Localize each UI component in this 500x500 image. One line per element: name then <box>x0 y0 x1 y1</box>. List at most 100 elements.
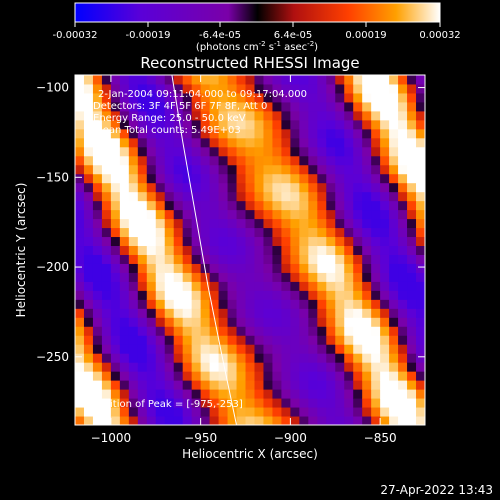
heatmap-cell <box>75 245 85 255</box>
heatmap-cell <box>407 191 417 202</box>
heatmap-cell <box>155 137 166 148</box>
heatmap-cell <box>146 371 157 381</box>
heatmap-cell <box>353 209 363 220</box>
heatmap-cell <box>389 263 399 273</box>
heatmap-cell <box>173 92 184 103</box>
heatmap-cell <box>380 155 390 166</box>
heatmap-cell <box>75 326 85 336</box>
heatmap-cell <box>182 101 193 112</box>
heatmap-cell <box>416 236 425 247</box>
heatmap-cell <box>371 227 381 238</box>
heatmap-cell <box>236 191 247 202</box>
heatmap-cell <box>380 254 390 264</box>
heatmap-cell <box>335 335 345 345</box>
heatmap-cell <box>317 407 327 417</box>
heatmap-cell <box>371 272 381 282</box>
heatmap-cell <box>191 353 202 363</box>
heatmap-cell <box>155 92 166 103</box>
heatmap-cell <box>128 209 139 220</box>
heatmap-cell <box>200 245 211 255</box>
heatmap-cell <box>137 245 148 255</box>
heatmap-cell <box>200 146 211 157</box>
heatmap-cell <box>290 92 300 103</box>
heatmap-cell <box>119 245 130 255</box>
heatmap-cell <box>290 110 300 121</box>
heatmap-cell <box>371 83 381 94</box>
heatmap-cell <box>290 353 300 363</box>
heatmap-cell <box>236 155 247 166</box>
heatmap-cell <box>398 164 408 175</box>
heatmap-cell <box>164 155 175 166</box>
heatmap-cell <box>254 299 264 309</box>
heatmap-cell <box>227 371 238 381</box>
heatmap-cell <box>263 110 273 121</box>
heatmap-cell <box>119 299 130 309</box>
heatmap-cell <box>173 371 184 381</box>
heatmap-cell <box>209 272 220 282</box>
heatmap-cell <box>75 290 85 300</box>
heatmap-cell <box>245 308 255 318</box>
heatmap-cell <box>119 353 130 363</box>
heatmap-cell <box>254 353 264 363</box>
heatmap-cell <box>398 290 408 300</box>
heatmap-cell <box>75 137 85 148</box>
heatmap-cell <box>362 218 372 229</box>
heatmap-cell <box>236 299 247 309</box>
heatmap-cell <box>407 227 417 238</box>
heatmap-cell <box>254 200 264 211</box>
heatmap-cell <box>209 344 220 354</box>
heatmap-cell <box>281 101 291 112</box>
heatmap-cell <box>164 407 175 417</box>
heatmap-cell <box>164 200 175 211</box>
heatmap-cell <box>236 281 247 291</box>
heatmap-cell <box>218 416 229 425</box>
heatmap-cell <box>182 146 193 157</box>
heatmap-cell <box>128 389 139 399</box>
heatmap-cell <box>398 326 408 336</box>
heatmap-cell <box>290 236 300 247</box>
heatmap-cell <box>173 227 184 238</box>
heatmap-cell <box>281 119 291 130</box>
heatmap-cell <box>407 371 417 381</box>
heatmap-cell <box>290 254 300 264</box>
heatmap-cell <box>182 290 193 300</box>
heatmap-cell <box>335 218 345 229</box>
heatmap-cell <box>146 137 157 148</box>
heatmap-cell <box>389 326 399 336</box>
heatmap-cell <box>200 92 211 103</box>
heatmap-cell <box>272 146 282 157</box>
heatmap-cell <box>371 281 381 291</box>
heatmap-cell <box>218 182 229 193</box>
heatmap-cell <box>173 344 184 354</box>
heatmap-cell <box>182 326 193 336</box>
heatmap-cell <box>335 83 345 94</box>
heatmap-cell <box>371 344 381 354</box>
heatmap-cell <box>362 128 372 139</box>
heatmap-cell <box>191 326 202 336</box>
heatmap-cell <box>290 380 300 390</box>
heatmap-cell <box>236 128 247 139</box>
heatmap-cell <box>263 362 273 372</box>
heatmap-cell <box>101 326 112 336</box>
heatmap-cell <box>164 92 175 103</box>
heatmap-cell <box>209 92 220 103</box>
heatmap-cell <box>75 317 85 327</box>
heatmap-cell <box>317 317 327 327</box>
heatmap-cell <box>137 101 148 112</box>
heatmap-cell <box>245 326 255 336</box>
heatmap-cell <box>263 380 273 390</box>
heatmap-cell <box>254 155 264 166</box>
heatmap-cell <box>92 209 103 220</box>
heatmap-cell <box>200 173 211 184</box>
heatmap-cell <box>146 182 157 193</box>
heatmap-cell <box>326 245 336 255</box>
heatmap-cell <box>92 173 103 184</box>
heatmap-cell <box>200 119 211 130</box>
heatmap-cell <box>101 281 112 291</box>
heatmap-cell <box>101 173 112 184</box>
heatmap-cell <box>326 254 336 264</box>
colorbar-tick-label: -0.00019 <box>126 30 171 41</box>
heatmap-cell <box>83 317 94 327</box>
heatmap-cell <box>263 119 273 130</box>
heatmap-cell <box>407 164 417 175</box>
